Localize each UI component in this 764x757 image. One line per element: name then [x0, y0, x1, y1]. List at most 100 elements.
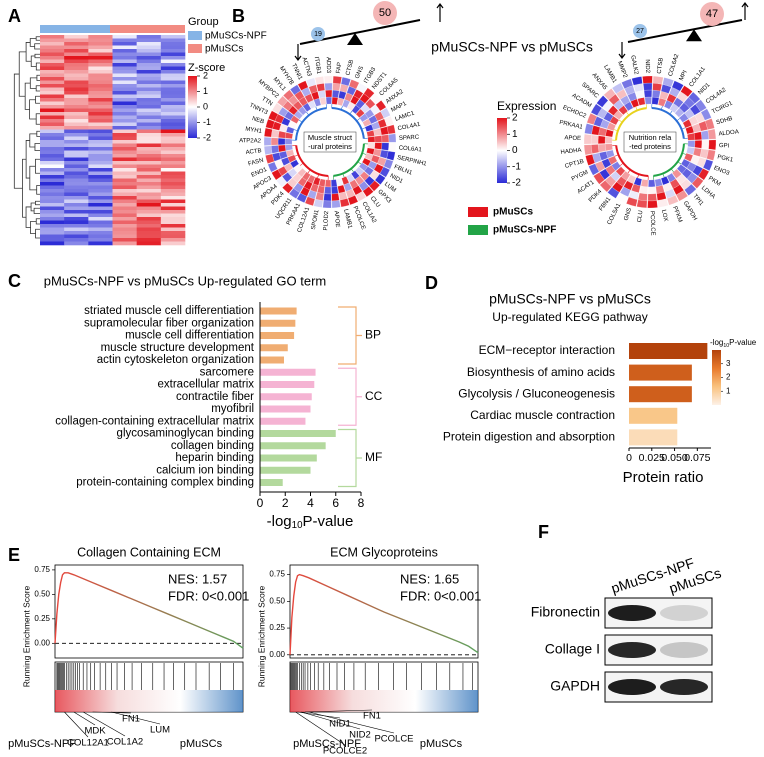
heatmap-cell	[40, 147, 65, 151]
heatmap-cell	[112, 119, 137, 123]
circos-cell	[367, 136, 376, 143]
dendrogram	[18, 51, 27, 97]
heatmap-cell	[64, 80, 89, 85]
circos-cell	[373, 128, 382, 137]
blot-band	[660, 605, 708, 621]
arrow	[741, 1, 749, 20]
gene-label: LUM	[150, 725, 170, 736]
blot-band	[608, 642, 656, 658]
heatmap-cell	[40, 70, 65, 74]
circos-cell	[597, 135, 606, 144]
heatmap-cell	[160, 178, 186, 183]
dendrogram	[35, 85, 40, 92]
circos-dendrogram	[676, 118, 681, 122]
row-label: Collage I	[545, 641, 600, 657]
circos-cell	[282, 182, 294, 194]
y-tick-label: 0.25	[269, 623, 285, 632]
circos-cell	[374, 135, 383, 143]
circos-cell	[621, 78, 634, 89]
heatmap-cell	[136, 171, 162, 176]
count-label: 27	[636, 28, 644, 35]
heatmap-cell	[40, 171, 65, 176]
heatmap-cell	[40, 143, 65, 148]
colorbar-tick-label: -1	[203, 117, 211, 127]
heatmap-cell	[64, 105, 89, 109]
annotation: FDR: 0<0.001	[168, 588, 249, 603]
heatmap-cell	[136, 210, 162, 214]
heatmap-cell	[136, 84, 162, 88]
circos-cell	[380, 107, 391, 119]
heatmap-cell	[160, 66, 186, 71]
heatmap-cell	[88, 147, 113, 151]
heatmap-cell	[40, 182, 65, 186]
heatmap-cell	[64, 119, 89, 123]
gene-label: PKM	[707, 176, 721, 188]
circos-cell	[324, 82, 333, 91]
circos-cell	[700, 108, 712, 121]
gene-label: TTN	[260, 96, 273, 107]
heatmap-cell	[64, 185, 89, 190]
heatmap-cell	[112, 35, 137, 39]
gene-label: CTSB	[657, 57, 665, 74]
heatmap-cell	[112, 224, 137, 228]
gene-label: ACTN3	[300, 57, 312, 78]
circos-cell	[325, 96, 332, 105]
heatmap-cell	[40, 42, 65, 46]
heatmap-cell	[136, 77, 162, 81]
circos-dendrogram	[298, 119, 303, 123]
circos-cell	[270, 137, 279, 146]
dendrogram	[25, 206, 32, 228]
heatmap-cell	[88, 143, 113, 148]
circos-cell	[708, 139, 717, 150]
heatmap-cell	[136, 66, 162, 71]
circos-dendrogram	[615, 145, 649, 177]
heatmap-cell	[88, 108, 113, 113]
circos-cell	[607, 187, 620, 199]
gene-label: HADHA	[560, 148, 582, 156]
colorbar-title-part: -log	[710, 338, 723, 347]
circos-cell	[705, 118, 715, 130]
heatmap-cell	[112, 94, 137, 99]
gene-label: ATP2A2	[239, 138, 262, 144]
circos-cell	[381, 134, 390, 143]
heatmap-cell	[136, 136, 162, 141]
circos-cell	[652, 75, 664, 85]
circos-dendrogram	[299, 162, 304, 166]
heatmap-cell	[64, 238, 89, 242]
chart-title: pMuSCs-NPF vs pMuSCs Up-regulated GO ter…	[44, 273, 326, 288]
heatmap-cell	[136, 161, 162, 165]
legend-swatch	[468, 225, 488, 235]
enrichment-curve	[54, 572, 244, 649]
heatmap-cell	[64, 70, 89, 74]
circos-cell	[348, 79, 360, 90]
dendrogram	[24, 82, 31, 110]
heatmap-cell	[88, 220, 113, 225]
heatmap-cell	[136, 231, 162, 235]
bar	[260, 344, 288, 352]
heatmap-cell	[112, 168, 137, 172]
gene-pointer	[301, 711, 361, 730]
circos-dendrogram	[626, 111, 630, 116]
rank-bar	[290, 690, 478, 712]
arrow	[294, 44, 302, 61]
gene-label: LUM	[383, 181, 397, 193]
heatmap-cell	[160, 150, 186, 155]
dendrogram	[34, 43, 40, 50]
colorbar-tick-label: 0	[203, 101, 208, 111]
heatmap-cell	[88, 122, 113, 127]
circos-cell	[356, 82, 368, 94]
circos-cell	[386, 124, 396, 135]
gene-label: ITGB1	[313, 56, 322, 75]
heatmap-cell	[40, 136, 65, 141]
legend-swatch	[188, 44, 202, 53]
gene-label: CPT1B	[564, 159, 584, 170]
circos-cell	[626, 196, 638, 207]
bar	[260, 393, 312, 401]
group-bar	[40, 25, 110, 33]
heatmap-cell	[112, 133, 137, 137]
circos-cell	[271, 169, 282, 181]
heatmap-cell	[64, 49, 89, 53]
heatmap-cell	[88, 224, 113, 228]
heatmap-cell	[136, 52, 162, 57]
heatmap-cell	[88, 56, 113, 60]
